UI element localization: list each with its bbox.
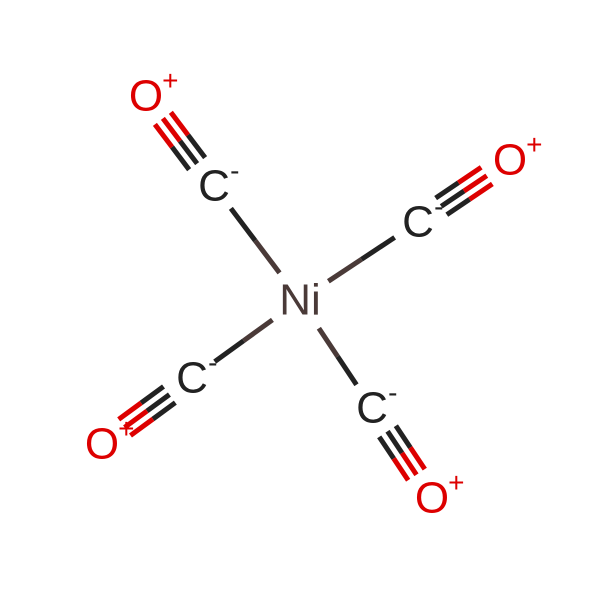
O-atom-label: O	[85, 420, 119, 469]
charge-superscript: +	[162, 65, 178, 96]
bond-segment	[338, 356, 357, 384]
C-atom-label: C	[356, 384, 388, 433]
molecule-diagram: NiC-O+C-O+C-O+C-O+	[0, 0, 600, 600]
bond-segment	[231, 208, 255, 240]
charge-superscript: -	[208, 347, 217, 378]
Ni-atom-label: Ni	[279, 276, 321, 325]
charge-superscript: +	[118, 413, 134, 444]
bond-segment	[255, 241, 279, 273]
charge-superscript: -	[388, 377, 397, 408]
bond-segment	[244, 320, 273, 341]
bond-segment	[215, 341, 244, 362]
O-atom-label: O	[129, 72, 163, 121]
O-atom-label: O	[493, 136, 527, 185]
bond-segment	[362, 237, 395, 259]
C-atom-label: C	[402, 198, 434, 247]
bond-segment	[319, 328, 338, 356]
C-atom-label: C	[176, 354, 208, 403]
charge-superscript: +	[526, 129, 542, 160]
bond-segment	[328, 259, 361, 281]
charge-superscript: -	[434, 191, 443, 222]
charge-superscript: +	[448, 467, 464, 498]
O-atom-label: O	[415, 474, 449, 523]
C-atom-label: C	[198, 162, 230, 211]
charge-superscript: -	[230, 155, 239, 186]
